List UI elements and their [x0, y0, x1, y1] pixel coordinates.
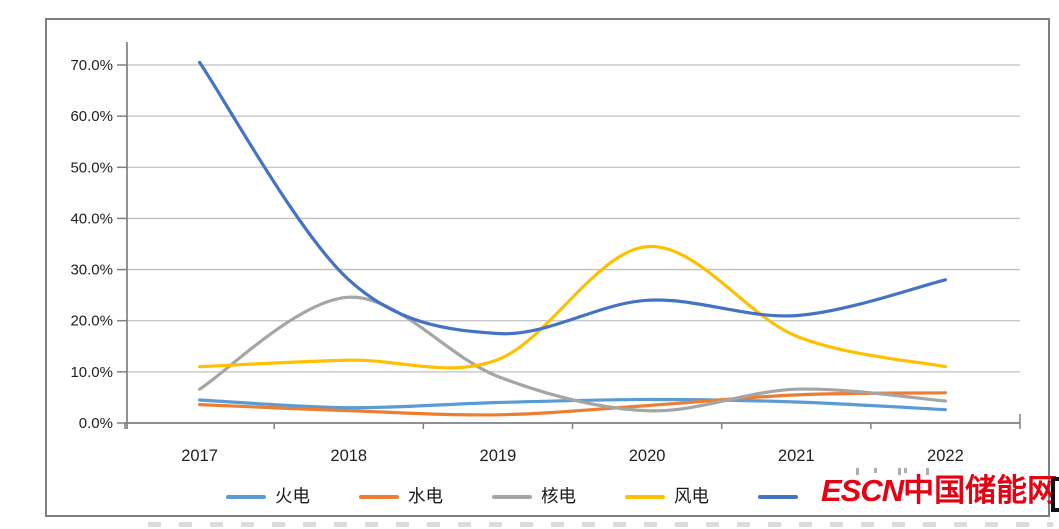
axes	[117, 42, 1021, 429]
x-axis-tick-label: 2019	[480, 447, 517, 465]
legend-label-nuclear: 核电	[541, 486, 576, 506]
legend-swatch-wind	[625, 495, 665, 499]
x-axis-tick-label: 2022	[927, 447, 964, 465]
chart-frame: 0.0% 10.0% 20.0% 30.0% 40.0% 50.0% 60.0% 70.0% …	[45, 18, 1050, 517]
truncated-caption-row	[148, 522, 1053, 527]
line-chart-plot: 0.0%10.0%20.0%30.0%40.0%50.0%60.0%70.0% …	[70, 42, 1021, 465]
y-axis-tick-label: 60.0%	[70, 108, 113, 125]
series-line-风电	[198, 244, 947, 370]
series-line-series5	[198, 60, 947, 336]
x-axis-tick-label: 2017	[181, 447, 218, 465]
gridlines	[127, 64, 1020, 373]
x-axis-tick-label: 2020	[629, 447, 666, 465]
escn-watermark-logo: ESCN中国储能网	[821, 473, 1059, 508]
legend-item-5	[758, 495, 869, 499]
y-axis-tick-label: 50.0%	[70, 159, 113, 176]
y-axis-tick-label: 20.0%	[70, 313, 113, 330]
y-axis-tick-labels: 0.0% 10.0% 20.0% 30.0% 40.0% 50.0% 60.0% 70.0%	[70, 57, 113, 432]
legend-swatch-hydro	[359, 495, 399, 499]
y-axis-tick-label: 70.0%	[70, 57, 113, 74]
x-axis-tick-label: 2021	[778, 447, 815, 465]
legend: 火电 水电 核电 风电	[47, 486, 1048, 506]
legend-label-wind: 风电	[674, 486, 709, 506]
y-axis-tick-label: 0.0%	[79, 415, 113, 432]
x-axis-tick-label: 2018	[330, 447, 367, 465]
cutoff-logo-right-edge	[1051, 477, 1059, 512]
x-axis-tick-labels: 2017 2018 2019 2020 2021 2022	[181, 447, 964, 465]
legend-item-nuclear: 核电	[492, 486, 579, 506]
y-axis-tick-label: 40.0%	[70, 210, 113, 227]
obscured-legend-text-fragments	[852, 468, 938, 476]
legend-item-wind: 风电	[625, 486, 712, 506]
legend-item-thermal: 火电	[226, 486, 313, 506]
legend-label-thermal: 火电	[275, 486, 310, 506]
series-lines	[198, 60, 947, 417]
series-line-核电	[198, 295, 947, 413]
legend-swatch-nuclear	[492, 495, 532, 499]
watermark-cjk-text: 中国储能网	[903, 473, 1059, 508]
legend-swatch-5	[758, 495, 798, 499]
watermark-latin-text: ESCN	[821, 473, 904, 508]
y-axis-tick-label: 30.0%	[70, 262, 113, 279]
legend-swatch-thermal	[226, 495, 266, 499]
legend-label-hydro: 水电	[408, 486, 443, 506]
legend-item-hydro: 水电	[359, 486, 446, 506]
y-axis-tick-label: 10.0%	[70, 364, 113, 381]
series-line-水电	[198, 391, 947, 417]
